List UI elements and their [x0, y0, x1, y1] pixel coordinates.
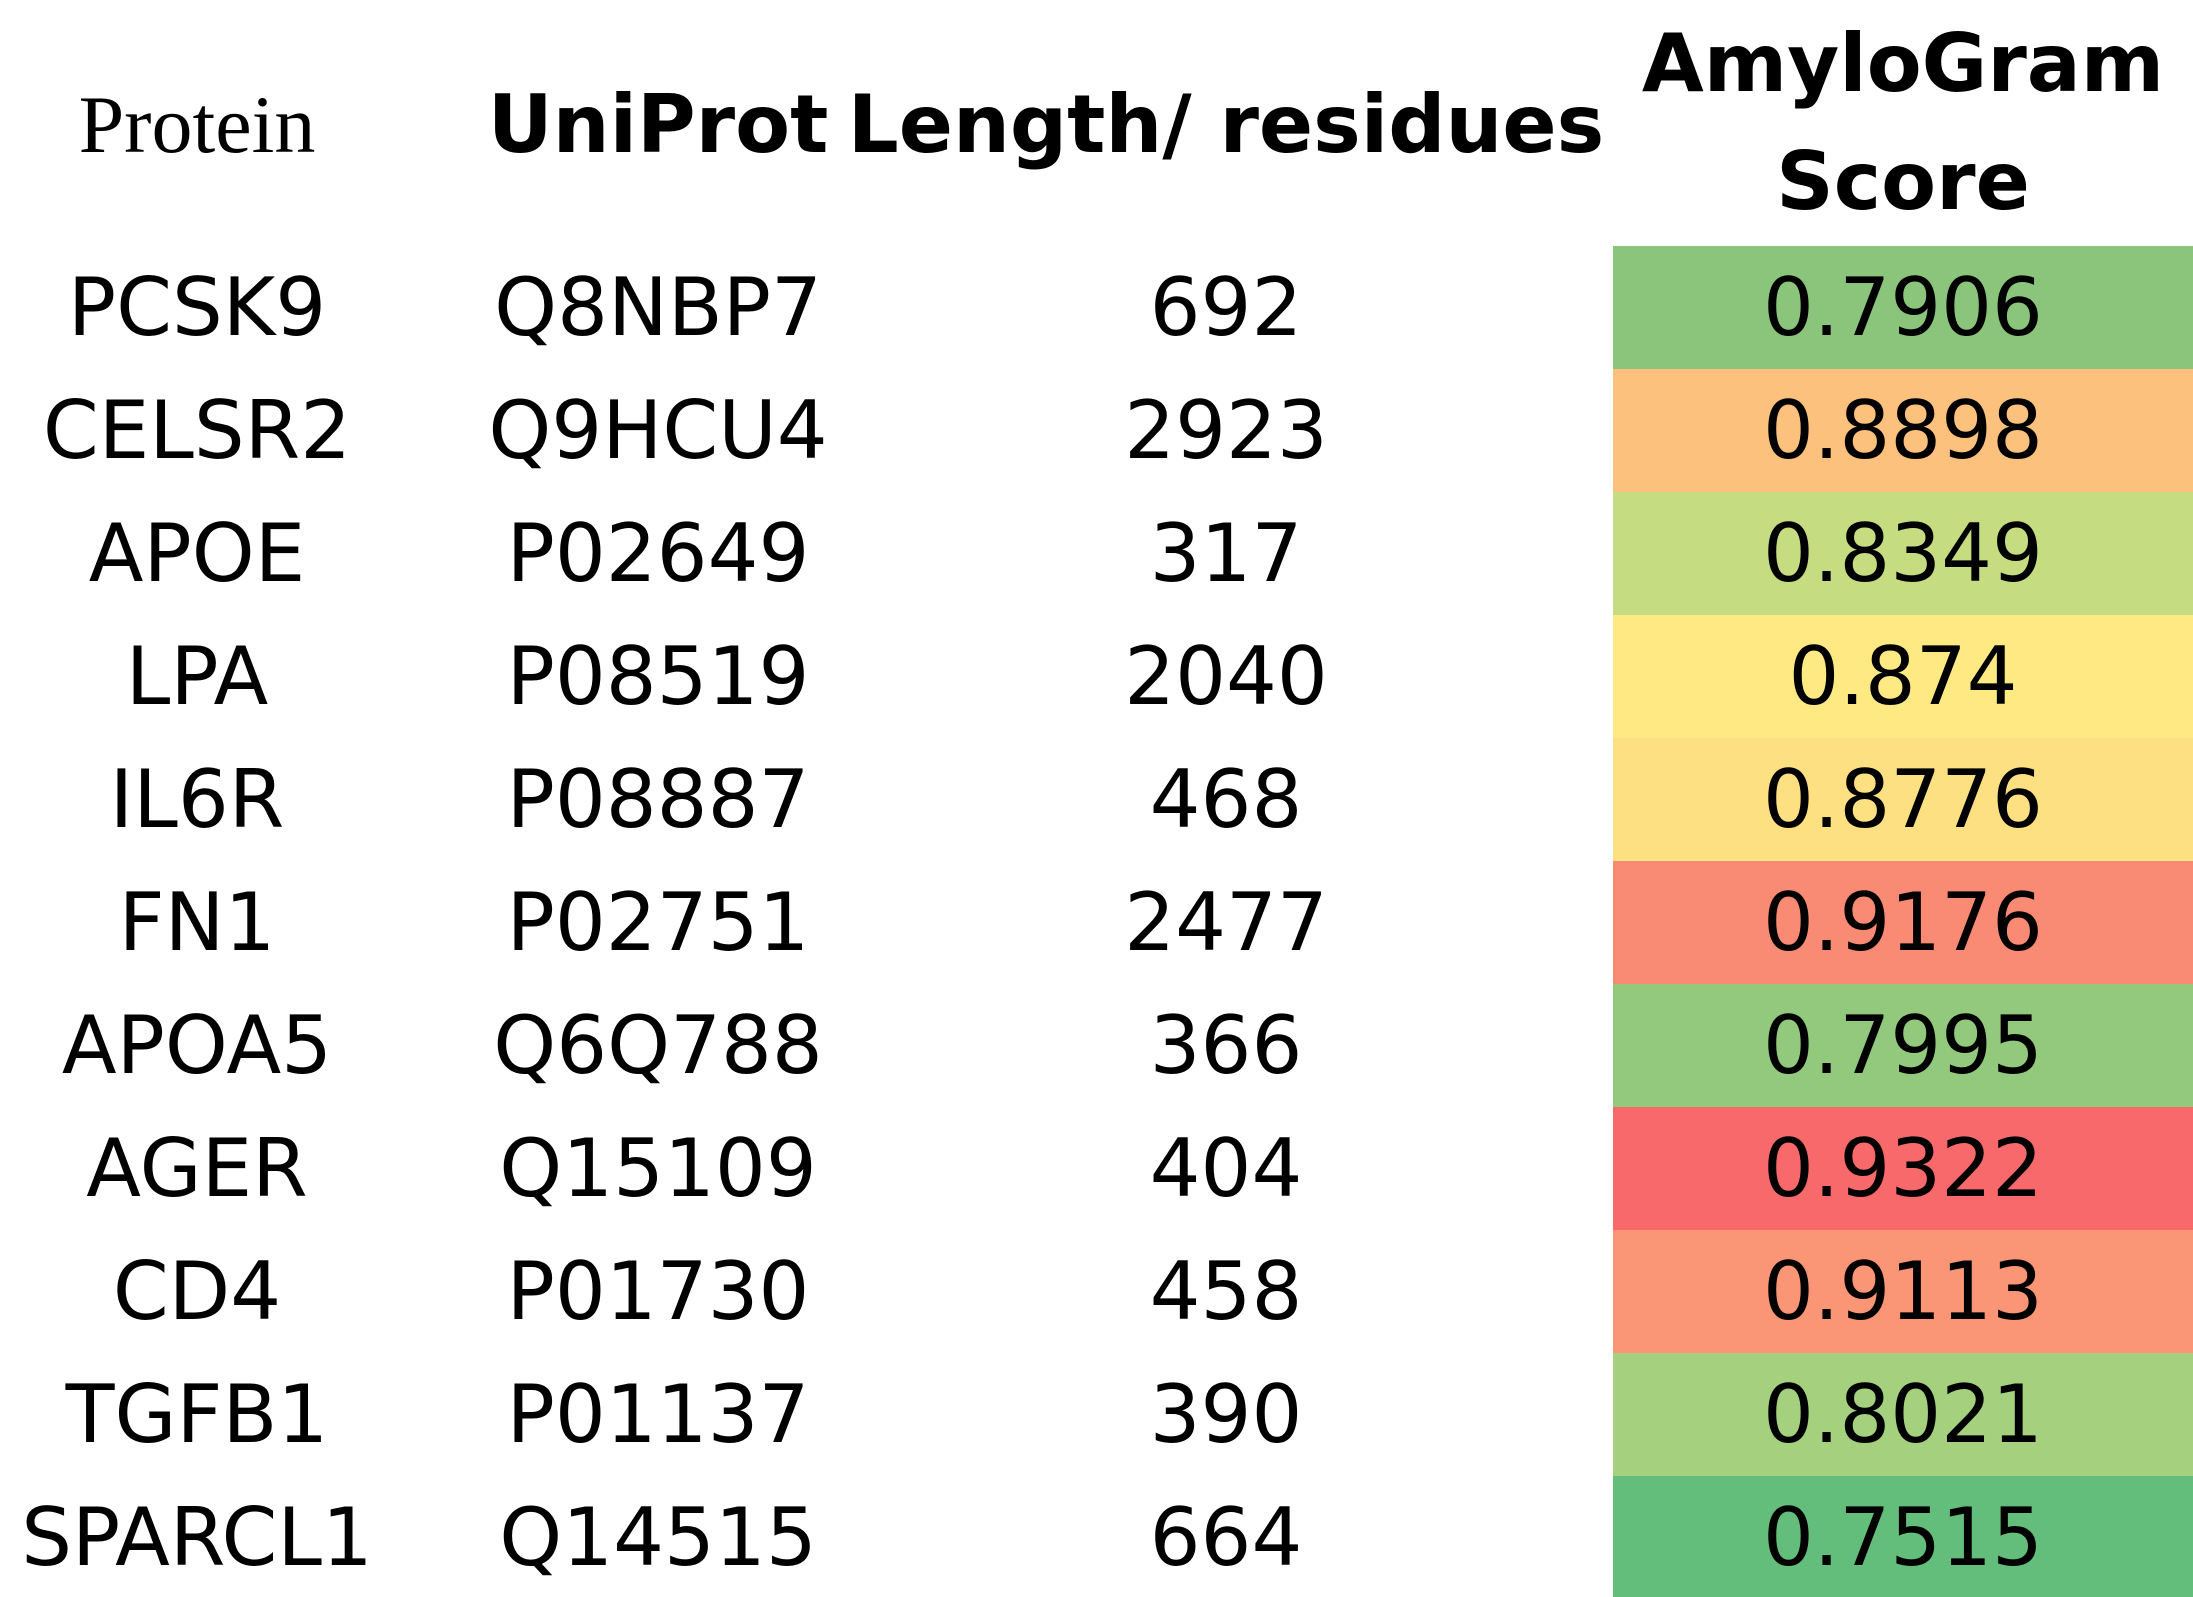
uniprot-cell: Q9HCU4	[488, 384, 828, 477]
uniprot-cell: Q15109	[499, 1122, 817, 1215]
length-cell: 458	[1149, 1245, 1303, 1338]
length-cell: 2040	[1124, 630, 1328, 723]
uniprot-cell: P01730	[506, 1245, 810, 1338]
uniprot-cell: P08519	[506, 630, 810, 723]
protein-cell: CD4	[112, 1245, 282, 1338]
score-cell: 0.7906	[1613, 246, 2193, 369]
uniprot-cell: P01137	[506, 1368, 810, 1461]
score-cell: 0.7995	[1613, 984, 2193, 1107]
uniprot-cell: Q8NBP7	[494, 261, 822, 354]
score-cell: 0.9113	[1613, 1230, 2193, 1353]
protein-cell: PCSK9	[67, 261, 327, 354]
uniprot-cell: P08887	[506, 753, 810, 846]
protein-cell: LPA	[125, 630, 269, 723]
protein-cell: CELSR2	[42, 384, 352, 477]
protein-cell: FN1	[118, 876, 276, 969]
score-cell: 0.874	[1613, 615, 2193, 738]
length-cell: 390	[1149, 1368, 1303, 1461]
column-header: Protein	[78, 79, 316, 170]
protein-cell: SPARCL1	[21, 1491, 373, 1584]
length-cell: 692	[1149, 261, 1303, 354]
column-header: Length/ residues	[847, 78, 1605, 171]
score-cell: 0.7515	[1613, 1476, 2193, 1597]
protein-cell: IL6R	[109, 753, 285, 846]
score-header: AmyloGram Score	[1641, 17, 2165, 228]
length-cell: 317	[1149, 507, 1303, 600]
score-cell: 0.8349	[1613, 492, 2193, 615]
column-header: UniProt	[487, 78, 829, 171]
uniprot-cell: Q14515	[499, 1491, 817, 1584]
length-cell: 2477	[1124, 876, 1328, 969]
length-cell: 664	[1149, 1491, 1303, 1584]
score-cell: 0.9322	[1613, 1107, 2193, 1230]
length-cell: 468	[1149, 753, 1303, 846]
score-cell: 0.8776	[1613, 738, 2193, 861]
uniprot-cell: P02751	[506, 876, 810, 969]
protein-cell: AGER	[86, 1122, 308, 1215]
score-cell: 0.8021	[1613, 1353, 2193, 1476]
length-cell: 366	[1149, 999, 1303, 1092]
protein-cell: APOA5	[61, 999, 333, 1092]
protein-cell: APOE	[88, 507, 306, 600]
uniprot-cell: Q6Q788	[493, 999, 823, 1092]
length-cell: 2923	[1124, 384, 1328, 477]
length-cell: 404	[1149, 1122, 1303, 1215]
uniprot-cell: P02649	[506, 507, 810, 600]
score-cell: 0.8898	[1613, 369, 2193, 492]
protein-cell: TGFB1	[65, 1368, 329, 1461]
score-cell: 0.9176	[1613, 861, 2193, 984]
